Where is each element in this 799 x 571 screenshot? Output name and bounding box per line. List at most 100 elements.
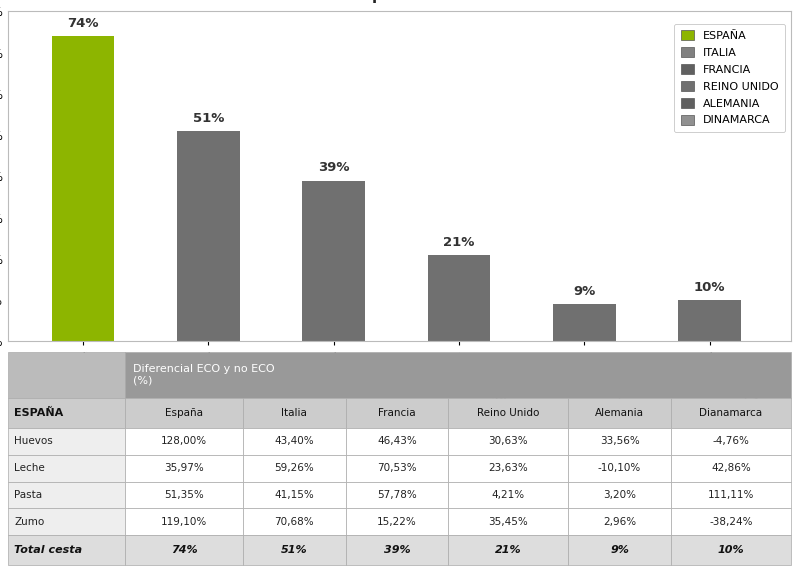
Bar	[671, 428, 791, 455]
Bar	[568, 535, 671, 565]
Text: 9%: 9%	[610, 545, 629, 556]
Bar	[671, 481, 791, 508]
Legend: ESPAÑA, ITALIA, FRANCIA, REINO UNIDO, ALEMANIA, DINAMARCA: ESPAÑA, ITALIA, FRANCIA, REINO UNIDO, AL…	[674, 23, 785, 132]
Bar	[243, 508, 345, 535]
Text: -4,76%: -4,76%	[713, 436, 749, 447]
Text: 119,10%: 119,10%	[161, 517, 207, 527]
Text: 42,86%: 42,86%	[711, 463, 751, 473]
Text: -38,24%: -38,24%	[710, 517, 753, 527]
Text: Zumo: Zumo	[14, 517, 45, 527]
Text: Alemania: Alemania	[595, 408, 644, 418]
Bar	[671, 398, 791, 428]
Text: Reino Unido: Reino Unido	[477, 408, 539, 418]
Text: 30,63%: 30,63%	[488, 436, 528, 447]
Bar	[125, 535, 243, 565]
Bar	[671, 455, 791, 481]
Bar	[568, 398, 671, 428]
Bar	[448, 481, 568, 508]
Text: 21%: 21%	[443, 236, 475, 248]
Title: Diferencial de precios entre productos eco vs no-eco. Por
países: Diferencial de precios entre productos e…	[153, 0, 646, 3]
Bar	[125, 481, 243, 508]
Text: Italia: Italia	[281, 408, 307, 418]
Bar	[243, 455, 345, 481]
Bar	[243, 481, 345, 508]
Text: 10%: 10%	[718, 545, 745, 556]
Text: 70,53%: 70,53%	[377, 463, 417, 473]
Bar	[671, 508, 791, 535]
Text: 15,22%: 15,22%	[377, 517, 417, 527]
Text: 39%: 39%	[318, 162, 349, 174]
Bar	[125, 398, 243, 428]
Text: 10%: 10%	[694, 281, 725, 294]
Bar	[448, 455, 568, 481]
Bar	[345, 508, 448, 535]
Text: 35,45%: 35,45%	[488, 517, 528, 527]
Bar	[52, 36, 114, 341]
Bar	[125, 428, 243, 455]
Bar	[345, 481, 448, 508]
Text: 4,21%: 4,21%	[491, 490, 525, 500]
Bar	[568, 455, 671, 481]
Bar	[8, 508, 125, 535]
Text: Francia: Francia	[378, 408, 415, 418]
Text: 21%: 21%	[495, 545, 522, 556]
Text: 111,11%: 111,11%	[708, 490, 754, 500]
Bar	[8, 398, 125, 428]
Bar	[553, 304, 615, 341]
Bar	[177, 131, 240, 341]
Bar	[568, 428, 671, 455]
Bar	[345, 455, 448, 481]
Bar	[302, 180, 365, 341]
Text: 51,35%: 51,35%	[165, 490, 204, 500]
Text: Diferencial ECO y no ECO
(%): Diferencial ECO y no ECO (%)	[133, 364, 275, 386]
Bar	[125, 352, 791, 398]
Bar	[125, 455, 243, 481]
Text: Total cesta: Total cesta	[14, 545, 82, 556]
Text: 43,40%: 43,40%	[274, 436, 314, 447]
Bar	[671, 535, 791, 565]
Text: -10,10%: -10,10%	[598, 463, 642, 473]
Text: 74%: 74%	[171, 545, 197, 556]
Bar	[8, 352, 125, 398]
Bar	[8, 535, 125, 565]
Text: Huevos: Huevos	[14, 436, 53, 447]
Text: 3,20%: 3,20%	[603, 490, 636, 500]
Bar	[243, 535, 345, 565]
Text: ESPAÑA: ESPAÑA	[14, 408, 63, 418]
Bar	[448, 428, 568, 455]
Bar	[8, 455, 125, 481]
Bar	[568, 508, 671, 535]
Bar	[243, 398, 345, 428]
Bar	[448, 535, 568, 565]
Text: 70,68%: 70,68%	[274, 517, 314, 527]
Text: Leche: Leche	[14, 463, 45, 473]
Text: 51%: 51%	[193, 112, 225, 125]
Text: 39%: 39%	[384, 545, 410, 556]
Text: 35,97%: 35,97%	[165, 463, 204, 473]
Bar	[448, 398, 568, 428]
Text: 46,43%: 46,43%	[377, 436, 417, 447]
Bar	[568, 481, 671, 508]
Text: 23,63%: 23,63%	[488, 463, 528, 473]
Text: Dianamarca: Dianamarca	[699, 408, 762, 418]
Bar	[125, 508, 243, 535]
Bar	[427, 255, 491, 341]
Text: Pasta: Pasta	[14, 490, 42, 500]
Bar	[8, 428, 125, 455]
Bar	[243, 428, 345, 455]
Text: 9%: 9%	[573, 285, 595, 298]
Text: 51%: 51%	[281, 545, 308, 556]
Bar	[8, 481, 125, 508]
Text: 128,00%: 128,00%	[161, 436, 207, 447]
Text: 41,15%: 41,15%	[274, 490, 314, 500]
Bar	[678, 300, 741, 341]
Text: 59,26%: 59,26%	[274, 463, 314, 473]
Text: 33,56%: 33,56%	[600, 436, 639, 447]
Bar	[448, 508, 568, 535]
Text: 74%: 74%	[67, 17, 99, 30]
Bar	[345, 398, 448, 428]
Text: 2,96%: 2,96%	[603, 517, 636, 527]
Bar	[345, 535, 448, 565]
Text: 57,78%: 57,78%	[377, 490, 417, 500]
Bar	[345, 428, 448, 455]
